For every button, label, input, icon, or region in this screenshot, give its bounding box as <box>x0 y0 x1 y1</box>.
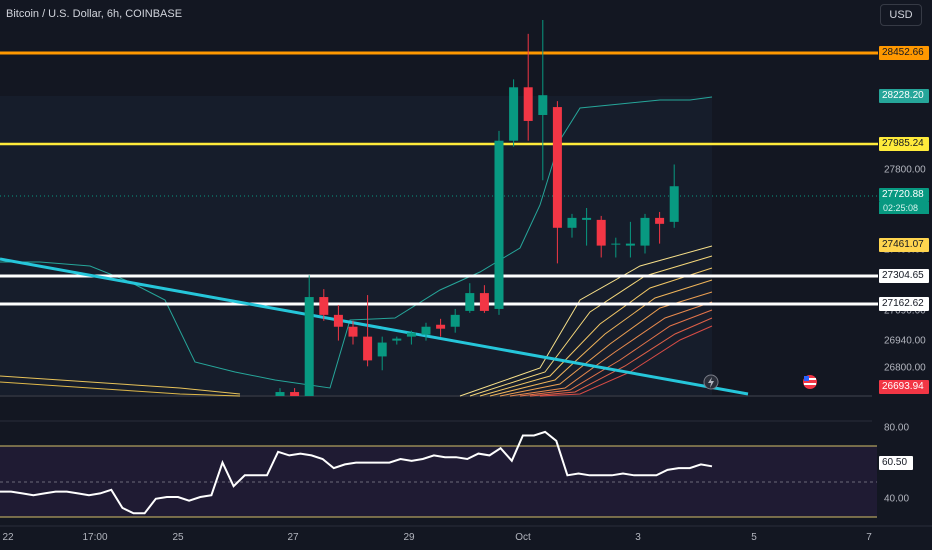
ma-ribbon-line <box>0 381 241 397</box>
cloud-fill <box>0 96 712 396</box>
candle-up[interactable] <box>625 243 635 246</box>
price-axis-label: 26940.00 <box>884 335 926 347</box>
candle-up[interactable] <box>640 217 650 246</box>
ma-ribbon-line <box>509 301 713 397</box>
white-level-tag-lower[interactable]: 27162.62 <box>879 297 929 311</box>
time-axis-label: 5 <box>751 532 757 543</box>
candle-down[interactable] <box>333 314 343 327</box>
upper-band-line <box>0 96 713 389</box>
time-axis-label: 25 <box>172 532 184 543</box>
price-axis-label: 26800.00 <box>884 362 926 374</box>
time-axis-label: 29 <box>403 532 415 543</box>
orange-level-tag[interactable]: 28452.66 <box>879 46 929 60</box>
ma-ribbon-line <box>0 375 241 395</box>
candle-down[interactable] <box>290 392 300 396</box>
yellow-level-tag[interactable]: 27985.24 <box>879 137 929 151</box>
rsi-axis-label-80: 80.00 <box>884 422 910 434</box>
candle-down[interactable] <box>319 297 329 315</box>
time-axis-label: 3 <box>635 532 641 543</box>
ma-value-tag: 27461.07 <box>879 238 929 252</box>
candle-up[interactable] <box>669 186 679 222</box>
candle-up[interactable] <box>275 392 285 396</box>
us-flag-icon[interactable] <box>803 375 817 389</box>
ma-ribbon-line <box>519 309 713 397</box>
countdown-timer: 02:25:08 <box>879 202 929 214</box>
candle-up[interactable] <box>392 338 402 341</box>
price-axis-label: 27800.00 <box>884 164 926 176</box>
ma-ribbon <box>0 245 713 397</box>
time-axis-label: 22 <box>2 532 14 543</box>
trend-line[interactable] <box>0 257 749 396</box>
candle-up[interactable] <box>421 326 431 335</box>
candle-up[interactable] <box>494 140 504 309</box>
candle-up[interactable] <box>538 95 548 115</box>
upper-band-tag: 28228.20 <box>879 89 929 103</box>
candle-down[interactable] <box>655 217 665 224</box>
lightning-icon[interactable] <box>703 374 719 390</box>
candle-up[interactable] <box>611 243 621 245</box>
time-axis-label: 17:00 <box>82 532 108 543</box>
candle-down[interactable] <box>523 87 533 121</box>
rsi-line <box>0 430 713 515</box>
candle-up[interactable] <box>450 314 460 327</box>
candle-down[interactable] <box>479 293 489 311</box>
white-level-tag-upper[interactable]: 27304.65 <box>879 269 929 283</box>
ma-ribbon-line <box>479 267 713 397</box>
rsi-value-tag: 60.50 <box>879 456 913 470</box>
ma-ribbon-line <box>489 279 713 397</box>
time-axis-label: 27 <box>287 532 299 543</box>
price-axis[interactable]: 28400.0027800.0027600.0027400.0027250.00… <box>872 0 932 530</box>
ma-ribbon-line <box>469 255 713 397</box>
symbol-title[interactable]: Bitcoin / U.S. Dollar, 6h, COINBASE <box>6 8 183 20</box>
candle-up[interactable] <box>406 332 416 337</box>
rsi-axis-label-40: 40.00 <box>884 493 910 505</box>
candle-up[interactable] <box>567 217 577 228</box>
candle-down[interactable] <box>436 324 446 329</box>
candle-up[interactable] <box>377 342 387 357</box>
candle-up[interactable] <box>509 87 519 141</box>
candle-down[interactable] <box>596 219 606 246</box>
candle-up[interactable] <box>304 297 314 396</box>
ma-ribbon-line <box>459 245 713 397</box>
candle-down[interactable] <box>363 336 373 361</box>
candle-down[interactable] <box>348 326 358 337</box>
lower-value-tag: 26693.94 <box>879 380 929 394</box>
candle-down[interactable] <box>552 107 562 228</box>
candle-up[interactable] <box>582 217 592 220</box>
last-price-tag: 27720.88 <box>879 188 929 202</box>
candles-layer <box>275 20 679 396</box>
ma-ribbon-line <box>529 317 713 397</box>
time-axis-label: 7 <box>866 532 872 543</box>
time-axis-label: Oct <box>515 532 531 543</box>
currency-button[interactable]: USD <box>880 4 922 26</box>
candle-up[interactable] <box>465 293 475 311</box>
